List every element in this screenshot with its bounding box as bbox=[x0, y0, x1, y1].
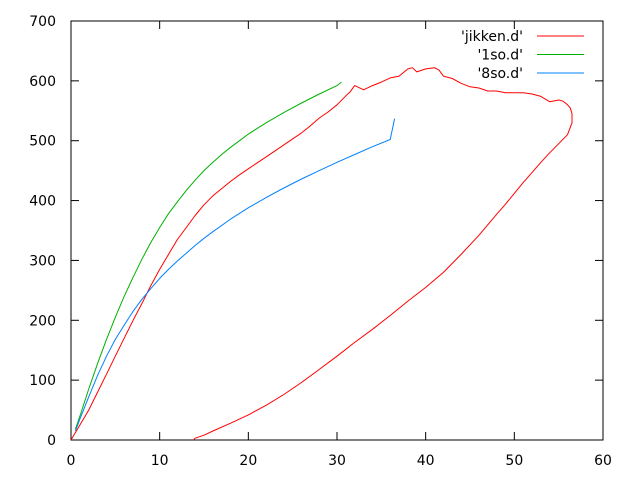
legend: 'jikken.d' '1so.d' '8so.d' bbox=[461, 29, 584, 82]
series-line-jikken-d bbox=[70, 67, 573, 441]
legend-label-jikken-d: 'jikken.d' bbox=[461, 29, 523, 45]
legend-label-8so-d: '8so.d' bbox=[477, 66, 523, 82]
x-tick-label: 10 bbox=[151, 453, 169, 469]
x-tick-label: 40 bbox=[417, 453, 435, 469]
x-tick-label: 20 bbox=[239, 453, 257, 469]
plot-frame bbox=[70, 20, 604, 441]
legend-label-1so-d: '1so.d' bbox=[477, 48, 523, 64]
y-tick-label: 100 bbox=[29, 373, 56, 389]
y-tick-label: 700 bbox=[29, 14, 56, 30]
x-tick-label: 30 bbox=[328, 453, 346, 469]
y-tick-label: 600 bbox=[29, 74, 56, 90]
x-tick-label: 0 bbox=[67, 453, 76, 469]
y-tick-label: 400 bbox=[29, 194, 56, 210]
x-tick-label: 60 bbox=[594, 453, 612, 469]
y-tick-label: 0 bbox=[47, 433, 56, 449]
y-tick-label: 300 bbox=[29, 253, 56, 269]
series-layer bbox=[70, 67, 573, 441]
series-line-8so-d bbox=[74, 118, 396, 432]
y-tick-label: 200 bbox=[29, 313, 56, 329]
series-line-1so-d bbox=[74, 81, 342, 430]
x-tick-label: 50 bbox=[505, 453, 523, 469]
y-tick-label: 500 bbox=[29, 134, 56, 150]
